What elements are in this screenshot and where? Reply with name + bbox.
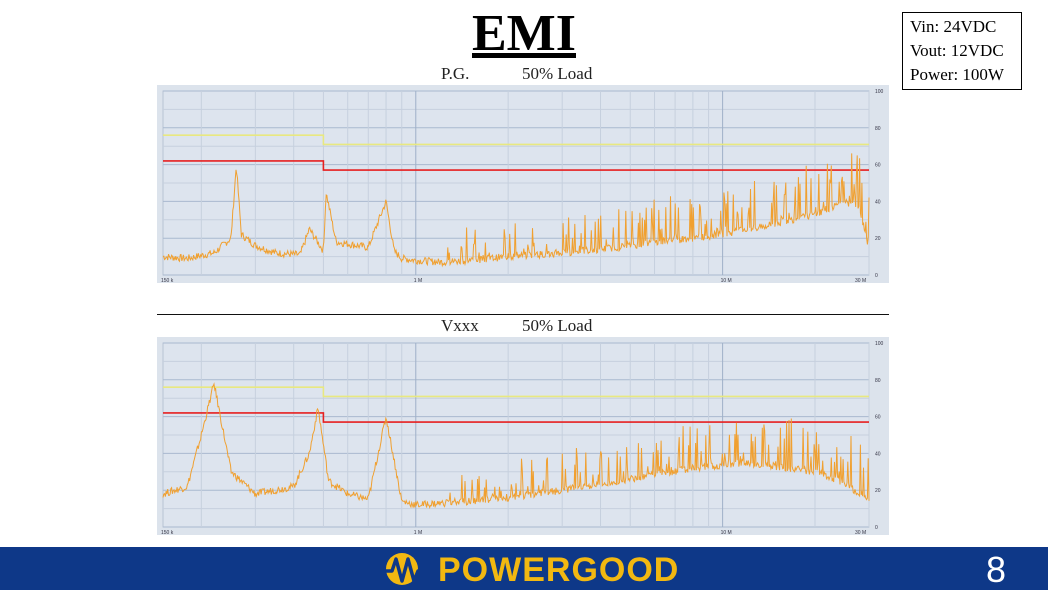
x-tick-label: 30 M bbox=[855, 278, 866, 283]
powergood-logo: POWERGOOD bbox=[378, 550, 708, 589]
spec-vout: Vout: 12VDC bbox=[910, 41, 1004, 60]
divider-line bbox=[157, 314, 889, 315]
x-tick-label: 10 M bbox=[721, 278, 732, 283]
spec-vin: Vin: 24VDC bbox=[910, 17, 997, 36]
spec-power: Power: 100W bbox=[910, 65, 1004, 84]
x-tick-label: 1 M bbox=[414, 278, 422, 283]
emi-chart-pg-svg: 150 k 1 M 10 M 30 M 100 80 60 40 20 0 bbox=[161, 89, 884, 283]
emission-trace bbox=[162, 153, 870, 268]
chart1-label: P.G. bbox=[441, 64, 470, 83]
x-tick-label: 150 k bbox=[161, 530, 174, 535]
y-tick-label: 0 bbox=[875, 525, 878, 531]
emi-chart-pg: 150 k 1 M 10 M 30 M 100 80 60 40 20 0 bbox=[157, 85, 889, 283]
chart2-label: Vxxx bbox=[441, 316, 479, 335]
y-tick-label: 20 bbox=[875, 488, 881, 494]
powergood-logo-icon bbox=[382, 553, 428, 585]
x-tick-label: 1 M bbox=[414, 530, 422, 535]
avg-limit-line bbox=[163, 134, 869, 146]
y-tick-label: 60 bbox=[875, 163, 881, 169]
emission-trace bbox=[162, 382, 870, 510]
avg-limit-line bbox=[163, 386, 869, 398]
page-number: 8 bbox=[985, 549, 1006, 590]
spec-box: Vin: 24VDC Vout: 12VDC Power: 100W bbox=[902, 12, 1022, 90]
chart2-load: 50% Load bbox=[522, 316, 593, 335]
y-tick-label: 0 bbox=[875, 273, 878, 279]
y-tick-label: 40 bbox=[875, 199, 881, 205]
x-tick-label: 30 M bbox=[855, 530, 866, 535]
emi-chart-vxxx-svg: 150 k 1 M 10 M 30 M 100 80 60 40 20 0 bbox=[161, 341, 884, 535]
y-tick-label: 40 bbox=[875, 451, 881, 457]
qp-limit-line bbox=[163, 160, 869, 171]
footer-bar bbox=[0, 547, 1048, 590]
chart1-load: 50% Load bbox=[522, 64, 593, 83]
y-tick-label: 100 bbox=[875, 89, 884, 95]
y-tick-label: 100 bbox=[875, 341, 884, 347]
y-tick-label: 80 bbox=[875, 126, 881, 132]
slide-title: EMI bbox=[472, 5, 576, 62]
x-tick-label: 10 M bbox=[721, 530, 732, 535]
y-tick-label: 80 bbox=[875, 378, 881, 384]
qp-limit-line bbox=[163, 412, 869, 423]
x-tick-label: 150 k bbox=[161, 278, 174, 283]
y-tick-label: 20 bbox=[875, 236, 881, 242]
y-tick-label: 60 bbox=[875, 415, 881, 421]
brand-name: POWERGOOD bbox=[438, 551, 680, 589]
emi-chart-vxxx: 150 k 1 M 10 M 30 M 100 80 60 40 20 0 bbox=[157, 337, 889, 535]
